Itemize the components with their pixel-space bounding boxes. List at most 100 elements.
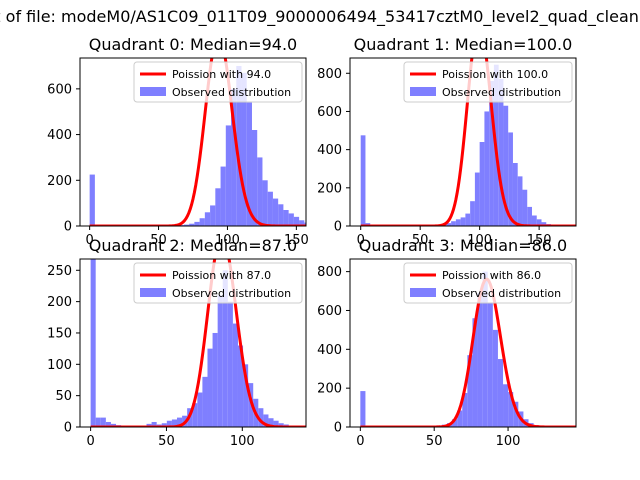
- hist-bar: [202, 376, 208, 427]
- hist-bar: [215, 188, 221, 226]
- hist-bar: [171, 419, 177, 427]
- hist-bar: [462, 393, 468, 427]
- hist-bar: [217, 295, 223, 427]
- legend: Poission with 94.0 Observed distribution: [133, 61, 303, 103]
- axes-frame: [79, 258, 307, 428]
- hist-bar: [489, 80, 494, 226]
- x-tick-label: 100: [215, 233, 240, 248]
- hist-bar: [470, 201, 475, 226]
- legend-label-observed: Observed distribution: [442, 287, 561, 300]
- hist-bar: [541, 222, 547, 226]
- hist-bar: [220, 166, 226, 226]
- hist-bar: [293, 216, 300, 226]
- hist-bar: [278, 204, 284, 226]
- legend: Poission with 87.0 Observed distribution: [133, 262, 303, 304]
- y-tick-label: 600: [317, 304, 342, 319]
- hist-bar: [248, 383, 254, 427]
- hist-bar: [204, 212, 211, 226]
- hist-bar: [236, 66, 242, 226]
- hist-bar: [360, 135, 366, 226]
- hist-bar: [508, 132, 513, 226]
- hist-bar: [472, 318, 478, 427]
- y-tick-label: 800: [317, 265, 342, 280]
- hist-bar: [110, 423, 117, 427]
- hist-bar: [95, 417, 101, 427]
- hist-bar: [210, 205, 216, 226]
- x-tick-label: 50: [426, 434, 443, 449]
- hist-bar: [192, 403, 198, 427]
- panel-2: 0 50 100 0 50 100 150 200 250 Quadrant 2: Median=…: [47, 236, 307, 449]
- legend-label-observed: Observed distribution: [172, 287, 291, 300]
- hist-bar: [517, 176, 523, 226]
- panel-0: 0 50 100 150 0 200 400 600 Quadrant 0: Median=94…: [47, 35, 320, 248]
- panel-title: Quadrant 0: Median=94.0: [89, 35, 297, 54]
- hist-bar: [105, 421, 111, 427]
- panel-title: Quadrant 3: Median=86.0: [359, 236, 567, 255]
- legend-box: [133, 61, 303, 103]
- hist-bar: [536, 219, 542, 226]
- hist-bar: [263, 414, 269, 427]
- hist-bar: [315, 225, 320, 226]
- y-tick-label: 200: [317, 181, 342, 196]
- hist-bar: [283, 210, 289, 226]
- poisson-line: [90, 259, 306, 427]
- poisson-line: [360, 58, 576, 226]
- panel-3: 0 50 100 0 200 400 600 800 Quadrant 3: Median=86…: [317, 236, 577, 449]
- hist-bar: [232, 323, 238, 427]
- hist-bar: [527, 206, 532, 226]
- hist-bar: [299, 220, 305, 226]
- legend-label-poisson: Poission with 94.0: [172, 68, 271, 81]
- hist-bar: [257, 157, 263, 226]
- axes-frame: [349, 57, 577, 227]
- plot-area: [360, 271, 576, 427]
- y-tick-label: 50: [55, 389, 72, 404]
- x-tick-label: 150: [527, 233, 552, 248]
- panel-title: Quadrant 2: Median=87.0: [89, 236, 297, 255]
- legend-box: [403, 262, 573, 304]
- hist-bar: [268, 418, 274, 427]
- figure-suptitle: Plot of file: modeM0/AS1C09_011T09_90000…: [0, 7, 640, 27]
- legend-bar-swatch: [410, 288, 436, 297]
- hist-bar: [243, 364, 249, 427]
- hist-bar: [273, 420, 279, 427]
- hist-bar: [207, 348, 213, 427]
- legend-label-poisson: Poission with 86.0: [442, 269, 541, 282]
- hist-bar: [360, 391, 366, 427]
- hist-bar: [455, 219, 461, 226]
- y-tick-label: 200: [317, 382, 342, 397]
- hist-bar: [183, 224, 190, 226]
- y-tick-label: 200: [47, 295, 72, 310]
- hist-bar: [479, 142, 485, 226]
- axes-frame: [79, 57, 307, 227]
- legend-label-poisson: Poission with 87.0: [172, 269, 271, 282]
- hist-bar: [161, 423, 167, 427]
- hist-bar: [246, 102, 252, 226]
- hist-bar: [278, 423, 284, 427]
- axes-frame: [349, 258, 577, 428]
- hist-bar: [452, 419, 458, 427]
- hist-bar: [222, 270, 228, 427]
- panel-1: 0 50 100 150 0 200 400 600 800 Quadrant 1: Median…: [317, 35, 577, 248]
- y-tick-label: 0: [64, 421, 72, 436]
- legend-label-poisson: Poission with 100.0: [442, 68, 548, 81]
- legend: Poission with 100.0 Observed distribution: [403, 61, 573, 103]
- y-tick-label: 0: [64, 220, 72, 235]
- y-tick-label: 800: [317, 67, 342, 82]
- hist-bar: [151, 421, 157, 427]
- y-tick-label: 200: [47, 174, 72, 189]
- hist-bar: [460, 217, 466, 226]
- hist-bar: [227, 301, 233, 427]
- panel-title: Quadrant 1: Median=100.0: [354, 35, 573, 54]
- hist-bar: [457, 410, 463, 427]
- hist-bar: [497, 359, 504, 427]
- hist-bar: [258, 408, 264, 427]
- hist-bar: [477, 292, 483, 427]
- plot-area: [360, 58, 576, 226]
- x-tick-label: 0: [357, 233, 365, 248]
- hist-bar: [484, 111, 490, 226]
- hist-bar: [288, 213, 294, 226]
- y-tick-label: 600: [317, 105, 342, 120]
- x-tick-label: 50: [412, 233, 429, 248]
- hist-bar: [513, 401, 519, 427]
